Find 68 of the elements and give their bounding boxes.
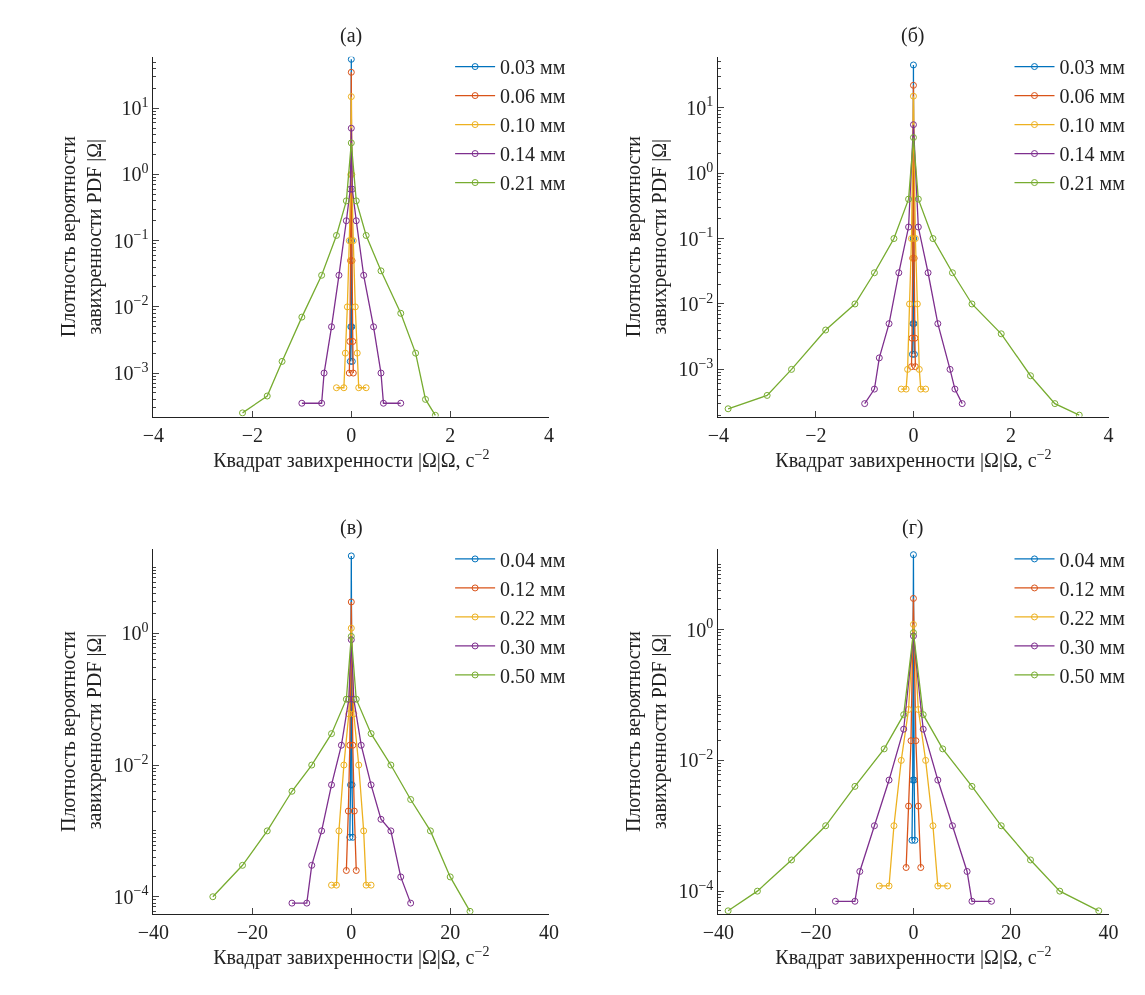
legend-label: 0.30 мм	[500, 635, 566, 658]
chart-title: (б)	[901, 24, 925, 47]
x-tick-label: 0	[346, 423, 357, 446]
x-tick-label: −40	[702, 920, 735, 943]
x-tick-label: −4	[707, 423, 730, 446]
x-axis-title: Квадрат завихренности |Ω|Ω, с$^{−2}$	[213, 446, 490, 473]
x-tick-label: 4	[1103, 423, 1114, 446]
legend-label: 0.14 мм	[500, 143, 566, 166]
y-axis-title: Плотность вероятности завихренности PDF |Ω|	[57, 135, 107, 338]
x-tick-label: −40	[137, 920, 170, 943]
x-tick-label: 2	[445, 423, 456, 446]
x-tick-label: 0	[908, 920, 919, 943]
legend-label: 0.04 мм	[1059, 548, 1126, 571]
y-tick-label: 10$^{0}$	[686, 616, 714, 641]
y-tick-label: 10$^{0}$	[686, 159, 714, 185]
legend-label: 0.10 мм	[1059, 114, 1126, 137]
y-tick-label: 10$^{0}$	[121, 161, 149, 186]
y-tick-label: 10$^{−4}$	[678, 877, 714, 903]
y-tick-label: 10$^{−1}$	[113, 227, 149, 252]
legend-label: 0.30 мм	[1059, 635, 1126, 658]
y-tick-label: 10$^{−2}$	[678, 290, 714, 315]
x-axis-title: Квадрат завихренности |Ω|Ω, с$^{−2}$	[775, 943, 1052, 970]
y-axis-title: Плотность вероятности завихренности PDF |Ω|	[621, 630, 671, 833]
x-tick-label: −20	[236, 920, 269, 943]
legend-label: 0.12 мм	[1059, 577, 1126, 600]
legend-label: 0.21 мм	[500, 172, 566, 195]
legend-label: 0.10 мм	[500, 114, 566, 137]
x-tick-label: −20	[800, 920, 832, 943]
y-tick-label: 10$^{−2}$	[113, 751, 149, 777]
legend-label: 0.03 мм	[1059, 56, 1126, 79]
chart-title: (г)	[902, 516, 924, 539]
legend-label: 0.14 мм	[1059, 143, 1126, 166]
y-tick-label: 10$^{−3}$	[113, 359, 149, 385]
legend-label: 0.03 мм	[500, 56, 566, 79]
legend-label: 0.22 мм	[1059, 606, 1126, 629]
y-axis-title: Плотность вероятности завихренности PDF |Ω|	[621, 135, 671, 338]
legend-label: 0.12 мм	[500, 577, 566, 600]
legend-label: 0.06 мм	[500, 85, 566, 108]
x-tick-label: 40	[1098, 920, 1119, 943]
y-tick-label: 10$^{0}$	[121, 619, 149, 645]
x-tick-label: 2	[1005, 423, 1016, 446]
legend-label: 0.50 мм	[1059, 664, 1126, 687]
y-tick-label: 10$^{−4}$	[113, 883, 149, 908]
y-tick-label: 10$^{1}$	[121, 94, 149, 120]
x-axis-title: Квадрат завихренности |Ω|Ω, с$^{−2}$	[213, 943, 490, 970]
chart-title: (а)	[340, 24, 363, 47]
x-tick-label: −4	[142, 423, 165, 446]
x-tick-label: 40	[539, 920, 560, 943]
x-tick-label: 4	[544, 423, 555, 446]
y-tick-label: 10$^{−2}$	[113, 293, 149, 318]
legend-label: 0.50 мм	[500, 664, 566, 687]
x-tick-label: 0	[346, 920, 357, 943]
legend-label: 0.21 мм	[1059, 172, 1126, 195]
y-axis-title: Плотность вероятности завихренности PDF |Ω|	[57, 630, 107, 833]
y-tick-label: 10$^{−3}$	[678, 355, 714, 381]
x-tick-label: 0	[908, 423, 919, 446]
y-tick-label: 10$^{−2}$	[678, 746, 714, 772]
x-tick-label: 20	[440, 920, 461, 943]
x-axis-title: Квадрат завихренности |Ω|Ω, с$^{−2}$	[775, 446, 1052, 473]
chart-title: (в)	[340, 516, 363, 539]
y-tick-label: 10$^{1}$	[686, 94, 714, 119]
y-tick-label: 10$^{−1}$	[678, 225, 714, 250]
legend-label: 0.06 мм	[1059, 85, 1126, 108]
x-tick-label: −2	[805, 423, 827, 446]
legend-label: 0.04 мм	[500, 548, 566, 571]
legend-label: 0.22 мм	[500, 606, 566, 629]
x-tick-label: −2	[241, 423, 264, 446]
x-tick-label: 20	[1000, 920, 1021, 943]
